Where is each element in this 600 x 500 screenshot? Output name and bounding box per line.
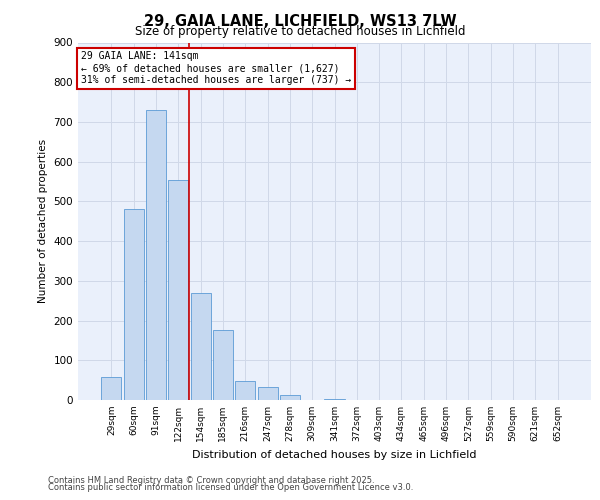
Bar — [124, 210, 144, 400]
Bar — [191, 292, 211, 400]
Text: Size of property relative to detached houses in Lichfield: Size of property relative to detached ho… — [135, 25, 465, 38]
Bar — [101, 378, 121, 400]
Text: Contains HM Land Registry data © Crown copyright and database right 2025.: Contains HM Land Registry data © Crown c… — [48, 476, 374, 485]
X-axis label: Distribution of detached houses by size in Lichfield: Distribution of detached houses by size … — [192, 450, 477, 460]
Bar — [168, 180, 188, 400]
Text: 29 GAIA LANE: 141sqm
← 69% of detached houses are smaller (1,627)
31% of semi-de: 29 GAIA LANE: 141sqm ← 69% of detached h… — [80, 52, 351, 84]
Bar — [213, 330, 233, 400]
Bar — [280, 395, 300, 400]
Bar — [235, 381, 255, 400]
Text: Contains public sector information licensed under the Open Government Licence v3: Contains public sector information licen… — [48, 484, 413, 492]
Bar — [257, 388, 278, 400]
Bar — [146, 110, 166, 400]
Y-axis label: Number of detached properties: Number of detached properties — [38, 139, 48, 304]
Text: 29, GAIA LANE, LICHFIELD, WS13 7LW: 29, GAIA LANE, LICHFIELD, WS13 7LW — [143, 14, 457, 29]
Bar — [325, 399, 344, 400]
